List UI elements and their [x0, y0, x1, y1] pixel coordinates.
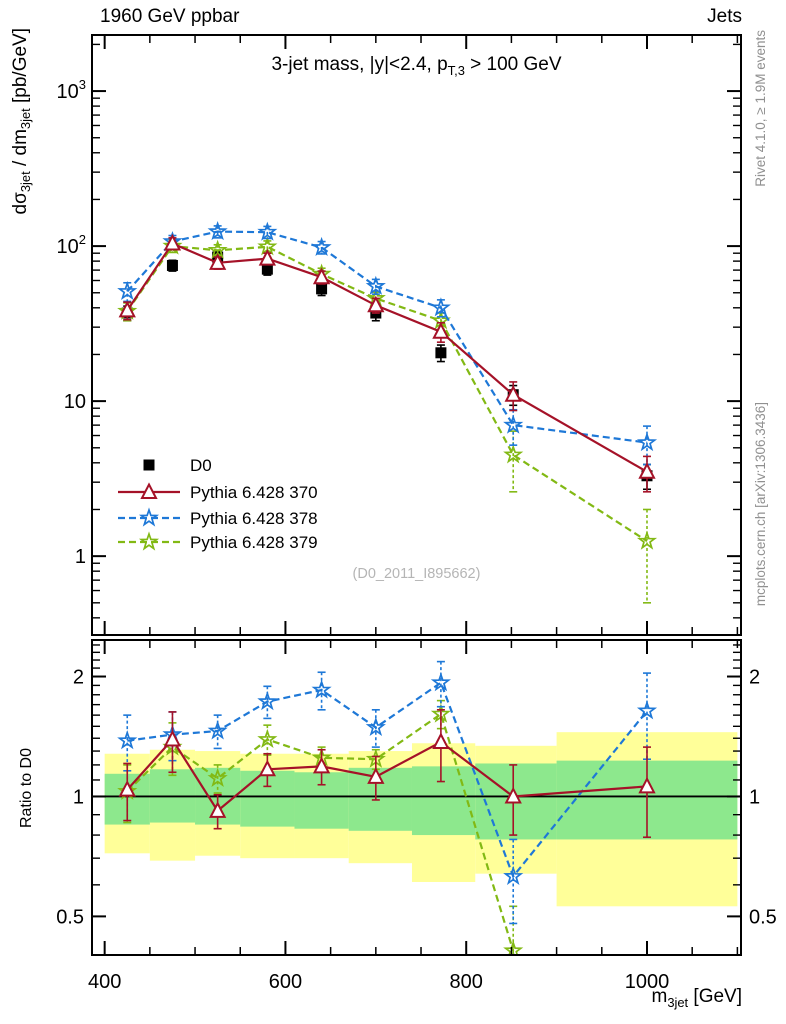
- data-point-triangle: [312, 756, 331, 774]
- legend-label: Pythia 6.428 370: [190, 483, 318, 502]
- legend-label: D0: [190, 456, 212, 475]
- data-point-star: [365, 716, 386, 737]
- ratio-y-tick-label: 0.5: [56, 906, 84, 928]
- legend: D0 Pythia 6.428 370 Pythia 6.428 378 Pythia…: [118, 456, 318, 552]
- data-point-star: [636, 530, 658, 550]
- legend-label: Pythia 6.428 379: [190, 533, 318, 552]
- data-point-triangle: [208, 253, 227, 270]
- x-tick-label: 400: [88, 971, 121, 993]
- data-point-triangle: [504, 786, 522, 804]
- data-point-star: [365, 275, 386, 295]
- legend-item-pythia-6-428-378: Pythia 6.428 378: [118, 507, 318, 528]
- beam-label: 1960 GeV ppbar: [100, 6, 240, 27]
- data-point-triangle: [118, 779, 136, 797]
- data-point-triangle: [432, 322, 450, 339]
- uncertainty-bands: [104, 732, 738, 907]
- data-point-star: [503, 414, 524, 434]
- data-point-star: [636, 432, 658, 452]
- rivet-version-note: Rivet 4.1.0, ≥ 1.9M events: [753, 30, 768, 187]
- data-point-square: [316, 283, 328, 295]
- main-y-tick-label: 10: [64, 391, 86, 413]
- ratio-y-tick-label-right: 1: [749, 786, 760, 808]
- data-point-triangle: [638, 776, 656, 794]
- legend-item-pythia-6-428-370: Pythia 6.428 370: [118, 482, 318, 502]
- x-tick-label: 1000: [625, 971, 670, 993]
- data-point-star: [311, 236, 332, 257]
- x-tick-label: 600: [269, 971, 302, 993]
- data-point-star: [117, 730, 138, 750]
- data-point-square: [261, 263, 273, 275]
- data-point-star: [138, 507, 160, 527]
- data-point-triangle: [367, 767, 385, 784]
- data-point-triangle: [312, 267, 331, 285]
- series-pythia-6-428-370: [118, 709, 656, 839]
- data-point-star: [138, 531, 160, 551]
- analysis-group-label: Jets: [707, 6, 742, 27]
- mcplots-reference-note: mcplots.cern.ch [arXiv:1306.3436]: [753, 402, 768, 607]
- ratio-y-tick-label: 2: [73, 667, 84, 689]
- data-point-star: [503, 865, 524, 885]
- data-point-triangle: [163, 233, 182, 251]
- main-panel: [117, 221, 658, 604]
- data-point-triangle: [504, 385, 522, 402]
- inner-band-segment: [411, 766, 476, 836]
- data-point-star: [503, 444, 524, 464]
- data-point-star: [117, 280, 138, 301]
- legend-item-pythia-6-428-379: Pythia 6.428 379: [118, 531, 318, 552]
- data-point-triangle: [367, 295, 385, 313]
- data-point-triangle: [638, 462, 656, 479]
- main-y-tick-label: 103: [57, 77, 86, 103]
- data-point-triangle: [258, 759, 277, 777]
- series-d0: [121, 250, 653, 491]
- data-point-triangle: [140, 482, 158, 499]
- x-tick-label: 800: [450, 971, 483, 993]
- ratio-panel-frame: [91, 639, 742, 956]
- data-point-triangle: [163, 729, 182, 747]
- legend-label: Pythia 6.428 378: [190, 509, 318, 528]
- data-point-square: [143, 459, 155, 471]
- x-axis-label: m3jet [GeV]: [651, 986, 743, 1010]
- main-panel-frame: [91, 34, 742, 636]
- plot-title: 3-jet mass, |y|<2.4, pT,3 > 100 GeV: [271, 54, 562, 78]
- data-point-square: [435, 347, 447, 359]
- y-axis-label: dσ3jet / dm3jet [pb/GeV]: [10, 28, 33, 215]
- data-point-triangle: [258, 248, 277, 266]
- main-y-tick-label: 1: [75, 546, 86, 568]
- ratio-y-axis-label: Ratio to D0: [18, 748, 35, 829]
- data-point-star: [257, 221, 278, 241]
- data-point-star: [430, 672, 451, 692]
- data-point-star: [503, 940, 524, 955]
- analysis-id-watermark: (D0_2011_I895662): [352, 566, 481, 582]
- data-point-star: [207, 767, 228, 787]
- ratio-y-tick-label: 1: [73, 786, 84, 808]
- ratio-y-tick-label-right: 2: [749, 667, 760, 689]
- data-point-star: [257, 728, 278, 749]
- data-point-triangle: [118, 300, 136, 318]
- data-point-star: [257, 691, 278, 711]
- data-point-star: [311, 679, 332, 699]
- main-y-tick-label: 102: [57, 232, 86, 258]
- ratio-y-tick-label-right: 0.5: [749, 906, 777, 928]
- data-point-square: [166, 259, 178, 271]
- data-point-star: [207, 221, 228, 241]
- data-point-triangle: [432, 732, 450, 749]
- series-pythia-6-428-370: [118, 233, 656, 493]
- data-point-triangle: [208, 801, 227, 818]
- data-point-star: [430, 297, 451, 317]
- data-point-star: [636, 700, 658, 720]
- ratio-panel: [92, 660, 741, 955]
- series-pythia-6-428-378: [117, 221, 658, 466]
- data-point-star: [207, 720, 228, 740]
- legend-item-d0: D0: [143, 456, 212, 475]
